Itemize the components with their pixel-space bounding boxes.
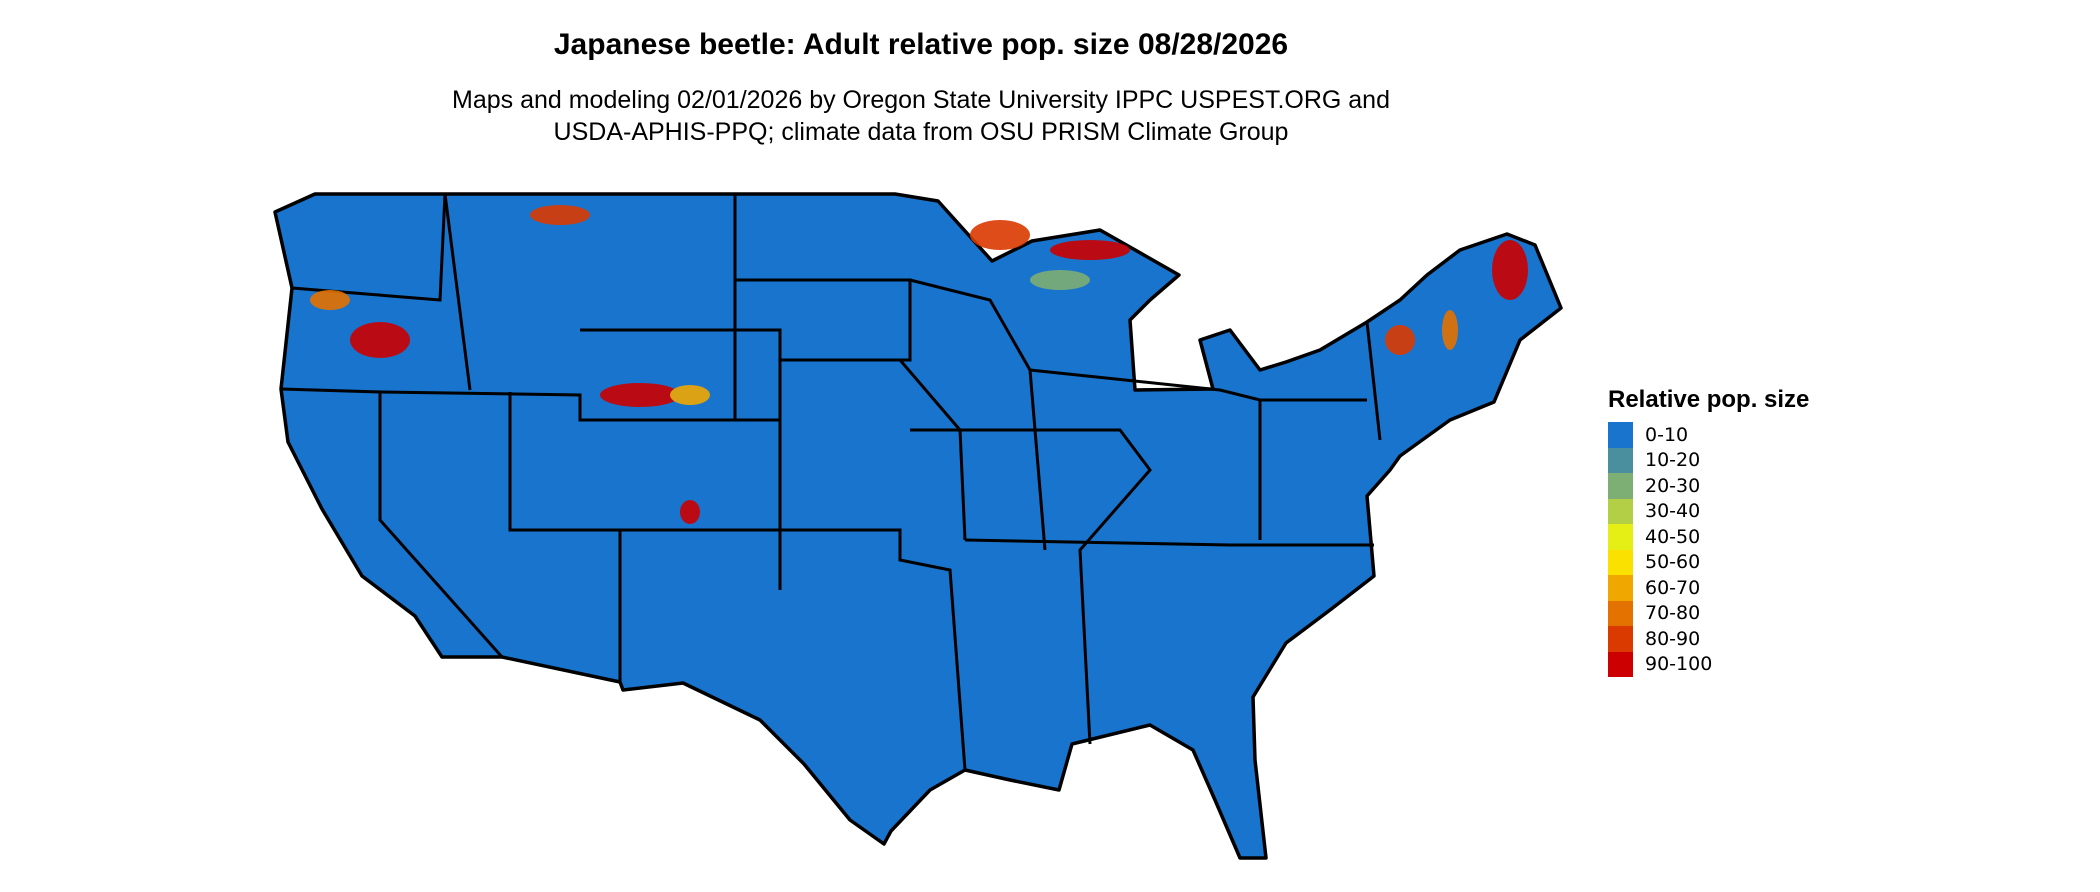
legend-item: 50-60	[1608, 549, 1809, 575]
legend-item: 40-50	[1608, 524, 1809, 550]
legend-label: 80-90	[1645, 627, 1701, 650]
legend-swatch	[1608, 600, 1633, 626]
legend-item: 0-10	[1608, 422, 1809, 448]
legend-swatch	[1608, 473, 1633, 499]
state-borders	[280, 193, 1382, 771]
legend-swatch	[1608, 524, 1633, 550]
legend-label: 70-80	[1645, 602, 1701, 625]
legend-item: 80-90	[1608, 626, 1809, 652]
legend-label: 20-30	[1645, 474, 1701, 497]
legend-label: 30-40	[1645, 500, 1701, 523]
legend-swatch	[1608, 626, 1633, 652]
subtitle-line-2: USDA-APHIS-PPQ; climate data from OSU PR…	[553, 118, 1289, 146]
legend-label: 0-10	[1645, 423, 1689, 446]
legend-label: 10-20	[1645, 449, 1701, 472]
legend: Relative pop. size 0-10 10-20 20-30 30-40 40…	[1608, 386, 1809, 677]
legend-item: 30-40	[1608, 498, 1809, 524]
legend-swatch	[1608, 498, 1633, 524]
legend-label: 60-70	[1645, 576, 1701, 599]
map-subtitle: Maps and modeling 02/01/2026 by Oregon S…	[0, 84, 1842, 148]
map-title: Japanese beetle: Adult relative pop. siz…	[553, 28, 1289, 61]
legend-item: 90-100	[1608, 651, 1809, 677]
legend-item: 60-70	[1608, 575, 1809, 601]
legend-swatch	[1608, 575, 1633, 601]
legend-item: 20-30	[1608, 473, 1809, 499]
legend-swatch	[1608, 447, 1633, 473]
legend-title: Relative pop. size	[1608, 386, 1810, 413]
subtitle-line-1: Maps and modeling 02/01/2026 by Oregon S…	[452, 86, 1390, 114]
legend-label: 50-60	[1645, 551, 1701, 574]
legend-label: 90-100	[1645, 653, 1713, 676]
legend-swatch	[1608, 651, 1633, 677]
legend-label: 40-50	[1645, 525, 1701, 548]
legend-swatch	[1608, 422, 1633, 448]
legend-swatch	[1608, 549, 1633, 575]
legend-item: 70-80	[1608, 600, 1809, 626]
risk-hotspots	[310, 205, 1528, 524]
us-outline	[273, 192, 1563, 860]
legend-items: 0-10 10-20 20-30 30-40 40-50 50-60 60-70 70-80 8…	[1608, 422, 1809, 677]
legend-item: 10-20	[1608, 447, 1809, 473]
